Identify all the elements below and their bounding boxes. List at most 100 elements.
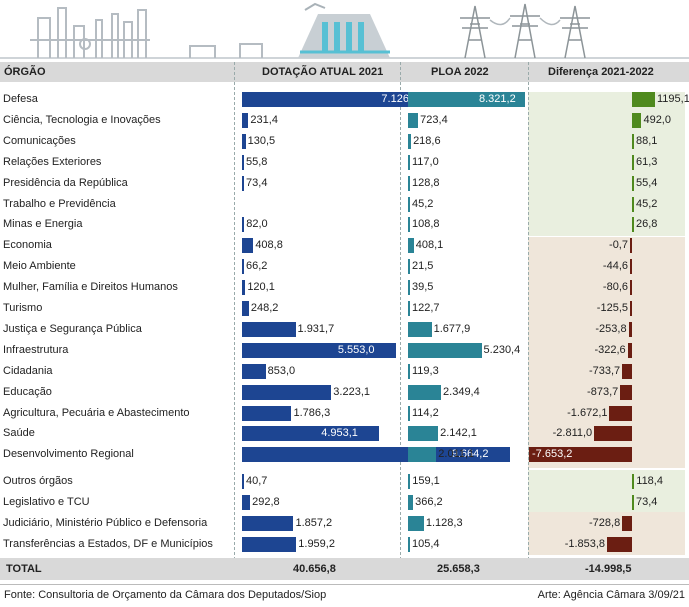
bar-diferenca bbox=[529, 447, 632, 463]
bar-diferenca bbox=[632, 175, 634, 191]
bar-diferenca bbox=[632, 154, 634, 170]
value-diferenca: -322,6 bbox=[594, 343, 626, 356]
bar-dotacao bbox=[242, 536, 297, 552]
bar-diferenca bbox=[630, 238, 632, 254]
value-dotacao: 130,5 bbox=[247, 134, 276, 147]
bar-diferenca bbox=[632, 196, 634, 212]
row-label: Ciência, Tecnologia e Inovações bbox=[3, 113, 161, 126]
bar-diferenca bbox=[628, 321, 632, 337]
bar-diferenca bbox=[632, 112, 642, 128]
value-diferenca: -728,8 bbox=[589, 516, 621, 529]
row-label: Comunicações bbox=[3, 134, 76, 147]
diff-positive-background bbox=[528, 470, 685, 512]
separator-diferenca bbox=[528, 62, 529, 580]
bar-diferenca bbox=[609, 405, 632, 421]
bar-ploa bbox=[408, 154, 410, 170]
value-dotacao: 292,8 bbox=[252, 495, 280, 508]
value-dotacao: 82,0 bbox=[246, 218, 268, 231]
bar-ploa bbox=[408, 301, 410, 316]
row-label: Justiça e Segurança Pública bbox=[3, 322, 142, 335]
value-diferenca: -80,6 bbox=[602, 281, 628, 294]
header-ploa: PLOA 2022 bbox=[431, 66, 489, 78]
value-dotacao: 248,2 bbox=[250, 302, 279, 314]
total-label: TOTAL bbox=[6, 563, 42, 575]
value-ploa: 1.128,3 bbox=[425, 516, 463, 529]
bar-ploa bbox=[408, 494, 414, 510]
value-diferenca: -1.672,1 bbox=[567, 406, 608, 419]
value-dotacao: 9.664,2 bbox=[451, 448, 489, 461]
value-diferenca: -733,7 bbox=[588, 364, 621, 377]
value-dotacao: 1.931,7 bbox=[297, 322, 335, 335]
row-label: Presidência da República bbox=[3, 176, 128, 189]
bar-diferenca bbox=[607, 536, 632, 552]
value-ploa: 122,7 bbox=[412, 302, 440, 314]
value-diferenca: -2.811,0 bbox=[552, 427, 593, 440]
value-ploa: 366,2 bbox=[415, 495, 443, 508]
source-note: Fonte: Consultoria de Orçamento da Câmar… bbox=[4, 589, 327, 601]
value-ploa: 114,2 bbox=[412, 406, 439, 419]
value-dotacao: 231,4 bbox=[250, 113, 278, 126]
value-diferenca: 492,0 bbox=[643, 113, 671, 126]
footer: Fonte: Consultoria de Orçamento da Câmar… bbox=[0, 584, 689, 607]
bar-dotacao bbox=[242, 494, 251, 510]
row-label: Judiciário, Ministério Público e Defenso… bbox=[3, 516, 208, 529]
bar-dotacao bbox=[242, 384, 332, 400]
value-dotacao: 73,4 bbox=[246, 176, 268, 189]
header-orgao: ÓRGÃO bbox=[4, 66, 46, 78]
value-diferenca: 55,4 bbox=[636, 176, 658, 189]
value-ploa: 1.677,9 bbox=[433, 322, 471, 335]
bar-diferenca bbox=[632, 217, 634, 233]
diff-positive-background bbox=[528, 92, 685, 236]
value-dotacao: 40,7 bbox=[246, 475, 268, 487]
bar-dotacao bbox=[242, 474, 244, 489]
value-diferenca: 61,3 bbox=[636, 155, 658, 168]
value-ploa: 2.349,4 bbox=[443, 385, 480, 398]
bar-diferenca bbox=[622, 515, 632, 531]
bar-ploa bbox=[408, 384, 442, 400]
row-label: Turismo bbox=[3, 302, 43, 314]
bar-diferenca bbox=[632, 494, 634, 510]
value-dotacao: 120,1 bbox=[247, 281, 275, 294]
bar-diferenca bbox=[632, 133, 634, 149]
bar-ploa bbox=[408, 536, 410, 552]
bar-ploa bbox=[408, 280, 410, 296]
bar-dotacao bbox=[242, 321, 296, 337]
value-dotacao: 55,8 bbox=[246, 155, 268, 168]
bar-ploa bbox=[408, 321, 432, 337]
dam-icon bbox=[298, 2, 390, 58]
row-label: Outros órgãos bbox=[3, 475, 73, 487]
row-label: Trabalho e Previdência bbox=[3, 197, 116, 210]
value-ploa: 218,6 bbox=[413, 134, 441, 147]
value-diferenca: -253,8 bbox=[595, 322, 627, 335]
bar-diferenca bbox=[630, 301, 632, 316]
bar-ploa bbox=[408, 447, 437, 463]
bar-ploa bbox=[408, 474, 411, 489]
bar-ploa bbox=[408, 238, 414, 254]
row-label: Mulher, Família e Direitos Humanos bbox=[3, 281, 178, 294]
value-ploa: 117,0 bbox=[412, 155, 439, 168]
row-label: Relações Exteriores bbox=[3, 155, 102, 168]
row-label: Desenvolvimento Regional bbox=[3, 448, 134, 461]
row-label: Defesa bbox=[3, 93, 38, 105]
bar-diferenca bbox=[632, 474, 635, 489]
value-ploa: 45,2 bbox=[412, 197, 434, 210]
row-label: Saúde bbox=[3, 427, 35, 440]
value-diferenca: -7.653,2 bbox=[532, 448, 573, 461]
value-dotacao: 408,8 bbox=[255, 239, 283, 252]
value-ploa: 105,4 bbox=[412, 537, 440, 550]
bar-dotacao bbox=[242, 259, 244, 275]
header-dotacao: DOTAÇÃO ATUAL 2021 bbox=[262, 66, 384, 78]
bar-diferenca bbox=[622, 363, 632, 379]
row-label: Agricultura, Pecuária e Abastecimento bbox=[3, 406, 190, 419]
value-dotacao: 1.786,3 bbox=[293, 406, 331, 419]
row-label: Economia bbox=[3, 239, 52, 252]
oil-refinery-icon bbox=[30, 7, 263, 58]
bar-diferenca bbox=[630, 259, 632, 275]
row-label: Educação bbox=[3, 385, 52, 398]
header-illustration bbox=[0, 0, 689, 62]
bar-ploa bbox=[408, 515, 424, 531]
row-label: Legislativo e TCU bbox=[3, 495, 90, 508]
bar-dotacao bbox=[242, 447, 510, 463]
